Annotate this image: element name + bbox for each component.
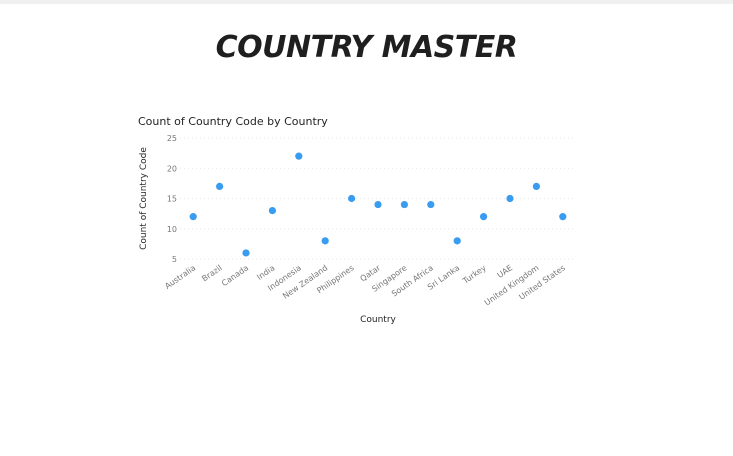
y-axis-title: Count of Country Code bbox=[139, 147, 149, 250]
data-point[interactable] bbox=[374, 200, 382, 209]
top-bar bbox=[0, 0, 733, 4]
y-axis-ticks: 5 10 15 20 25 bbox=[167, 134, 177, 264]
data-point[interactable] bbox=[189, 213, 197, 221]
x-tick-label: India bbox=[255, 263, 276, 282]
data-point[interactable] bbox=[480, 213, 488, 221]
data-point[interactable] bbox=[532, 182, 540, 190]
chart-title: Count of Country Code by Country bbox=[138, 115, 328, 128]
data-point[interactable] bbox=[242, 249, 250, 257]
data-point[interactable] bbox=[216, 182, 224, 190]
x-tick-label: Turkey bbox=[460, 263, 488, 286]
y-tick-label: 25 bbox=[167, 134, 177, 143]
data-point[interactable] bbox=[321, 237, 329, 245]
data-points[interactable] bbox=[189, 152, 567, 257]
x-tick-label: Canada bbox=[220, 263, 250, 288]
x-tick-label: Australia bbox=[163, 263, 197, 291]
data-point[interactable] bbox=[427, 200, 435, 209]
gridlines bbox=[180, 137, 576, 260]
scatter-chart-visual[interactable]: Count of Country Code by Country 5 10 15 20… bbox=[130, 110, 590, 335]
data-point[interactable] bbox=[268, 207, 276, 215]
page-title: COUNTRY MASTER bbox=[215, 30, 518, 65]
y-tick-label: 20 bbox=[167, 164, 177, 173]
data-point[interactable] bbox=[559, 213, 567, 221]
data-point[interactable] bbox=[348, 194, 356, 203]
y-tick-label: 15 bbox=[167, 195, 177, 204]
data-point[interactable] bbox=[453, 237, 461, 245]
y-tick-label: 5 bbox=[172, 255, 177, 264]
y-tick-label: 10 bbox=[167, 225, 177, 234]
data-point[interactable] bbox=[506, 194, 514, 203]
data-point[interactable] bbox=[295, 152, 303, 160]
x-axis-title: Country bbox=[360, 315, 396, 325]
x-tick-label: UAE bbox=[496, 263, 515, 280]
data-point[interactable] bbox=[400, 200, 408, 209]
x-tick-label: United States bbox=[517, 263, 567, 301]
